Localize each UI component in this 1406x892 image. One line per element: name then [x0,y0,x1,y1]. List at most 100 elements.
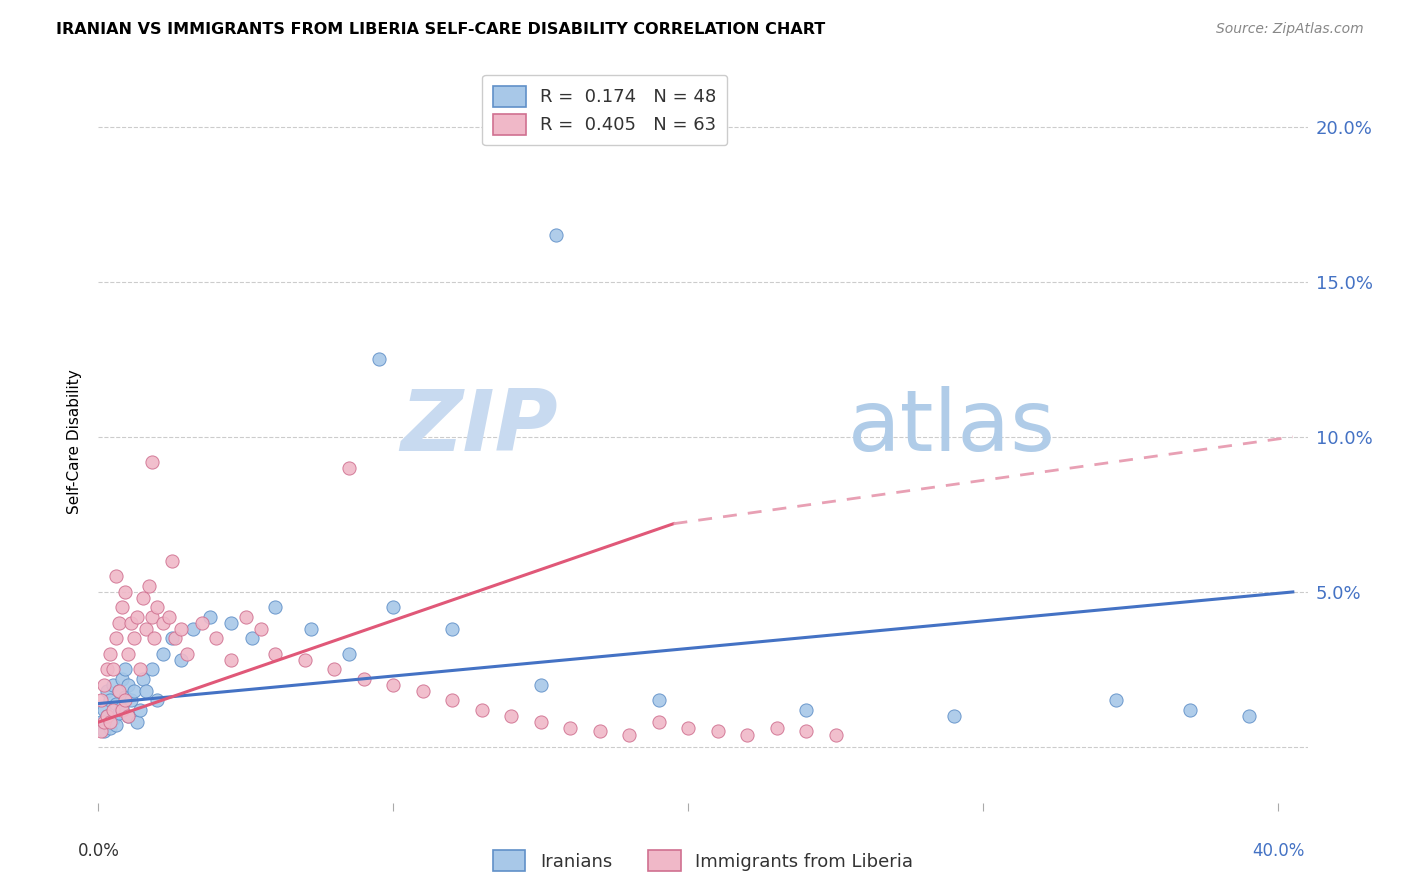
Point [240,632,263,646]
Point [98,722,121,736]
Point [382,600,405,615]
Point [382,678,405,692]
Point [114,693,136,707]
Y-axis label: Self-Care Disability: Self-Care Disability [67,369,83,514]
Text: ZIP: ZIP [401,385,558,468]
Point [165,632,187,646]
Point [294,653,316,667]
Point [176,647,198,661]
Point [530,678,553,692]
Legend: R =  0.174   N = 48, R =  0.405   N = 63: R = 0.174 N = 48, R = 0.405 N = 63 [482,75,727,145]
Point [219,653,242,667]
Point [530,715,553,730]
Point [794,724,817,739]
Point [619,728,641,742]
Point [111,600,134,615]
Point [648,715,671,730]
Point [1105,693,1128,707]
Point [157,609,180,624]
Point [101,663,124,677]
Point [114,663,136,677]
Point [706,724,728,739]
Point [128,703,150,717]
Point [98,647,121,661]
Point [117,647,139,661]
Point [141,663,163,677]
Point [367,352,389,367]
Point [146,693,169,707]
Point [441,622,464,636]
Point [93,678,115,692]
Point [1178,703,1201,717]
Text: Source: ZipAtlas.com: Source: ZipAtlas.com [1216,22,1364,37]
Point [235,609,257,624]
Point [160,554,183,568]
Point [125,715,148,730]
Point [111,672,134,686]
Point [337,647,360,661]
Point [181,622,204,636]
Point [152,615,174,630]
Point [108,684,131,698]
Point [101,703,124,717]
Point [264,600,287,615]
Point [146,600,169,615]
Point [323,663,346,677]
Point [98,715,121,730]
Point [93,724,115,739]
Point [108,706,131,720]
Point [93,703,115,717]
Point [135,684,157,698]
Point [105,569,128,583]
Text: 0.0%: 0.0% [77,842,120,860]
Point [141,609,163,624]
Point [249,622,271,636]
Point [96,663,118,677]
Point [141,455,163,469]
Point [735,728,758,742]
Point [105,632,128,646]
Point [135,622,157,636]
Point [794,703,817,717]
Point [96,709,118,723]
Point [128,663,150,677]
Point [96,684,118,698]
Point [90,724,112,739]
Point [219,615,242,630]
Point [412,684,434,698]
Point [131,672,153,686]
Point [200,609,222,624]
Point [205,632,228,646]
Text: 40.0%: 40.0% [1251,842,1305,860]
Point [337,461,360,475]
Point [441,693,464,707]
Point [264,647,287,661]
Point [501,709,523,723]
Point [160,632,183,646]
Point [131,591,153,606]
Point [560,722,582,736]
Point [353,672,375,686]
Text: atlas: atlas [848,385,1056,468]
Point [170,653,193,667]
Point [471,703,494,717]
Point [765,722,787,736]
Point [122,684,145,698]
Point [678,722,700,736]
Point [1237,709,1260,723]
Point [93,715,115,730]
Point [170,622,193,636]
Point [299,622,322,636]
Point [96,709,118,723]
Point [824,728,846,742]
Point [90,715,112,730]
Point [152,647,174,661]
Point [544,228,567,243]
Point [114,690,136,705]
Legend: Iranians, Immigrants from Liberia: Iranians, Immigrants from Liberia [485,843,921,879]
Point [111,699,134,714]
Point [190,615,212,630]
Point [90,693,112,707]
Point [143,632,166,646]
Point [120,693,142,707]
